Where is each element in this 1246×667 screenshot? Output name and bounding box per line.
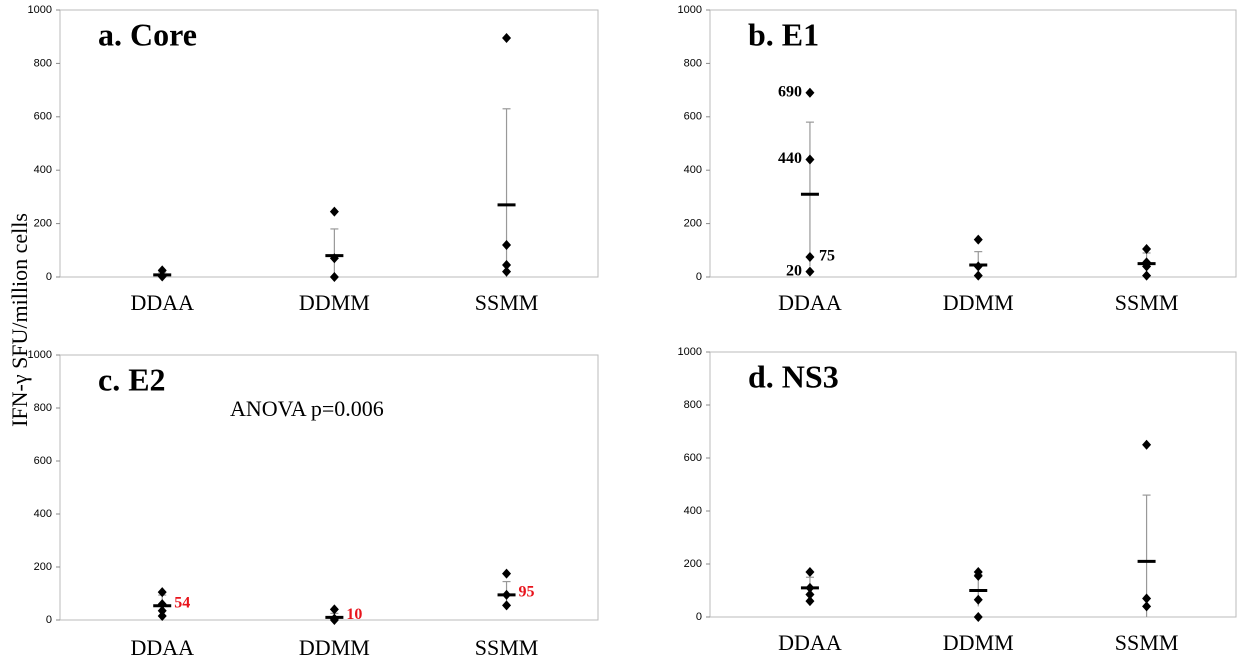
mean-label: 95 (519, 583, 535, 600)
y-tick-label: 800 (34, 57, 52, 69)
y-tick-label: 0 (696, 611, 702, 623)
plot-area (59, 9, 599, 278)
y-tick-label: 1000 (678, 4, 702, 16)
data-point (1142, 439, 1152, 450)
data-point (502, 568, 512, 579)
data-point (973, 612, 983, 622)
data-point (157, 587, 167, 598)
y-tick-label: 1000 (28, 349, 52, 361)
y-tick-label: 200 (684, 218, 702, 230)
data-point (1142, 593, 1152, 604)
y-tick-label: 400 (34, 164, 52, 176)
y-tick-label: 800 (684, 399, 702, 411)
data-point (805, 596, 815, 607)
x-tick-label: SSMM (1115, 290, 1179, 315)
data-point (502, 600, 512, 611)
panel-title: a. Core (98, 16, 197, 52)
data-point (1142, 243, 1152, 254)
data-point (973, 594, 983, 605)
annotation: ANOVA p=0.006 (230, 396, 384, 421)
data-point (805, 566, 815, 577)
y-tick-label: 600 (684, 452, 702, 464)
x-tick-label: DDAA (778, 290, 842, 315)
y-axis-label: IFN-γ SFU/million cells (7, 213, 32, 427)
y-tick-label: 0 (46, 614, 52, 626)
panel-title: b. E1 (748, 16, 819, 52)
panel-title: c. E2 (98, 361, 166, 397)
y-tick-label: 400 (684, 505, 702, 517)
y-tick-label: 1000 (28, 4, 52, 16)
data-point (805, 251, 815, 262)
y-tick-label: 200 (684, 558, 702, 570)
x-tick-label: DDMM (299, 635, 370, 660)
data-point (502, 259, 512, 270)
data-point (805, 266, 815, 277)
x-tick-label: DDMM (943, 630, 1014, 655)
y-tick-label: 400 (684, 164, 702, 176)
y-tick-label: 800 (684, 57, 702, 69)
y-tick-label: 0 (46, 271, 52, 283)
data-point (157, 271, 167, 282)
data-point (157, 611, 167, 622)
data-point (157, 265, 167, 276)
mean-label: 54 (174, 594, 190, 611)
y-tick-label: 200 (34, 561, 52, 573)
x-tick-label: SSMM (1115, 630, 1179, 655)
data-point (1142, 270, 1152, 281)
data-point (502, 33, 512, 44)
x-tick-label: DDMM (943, 290, 1014, 315)
x-tick-label: DDAA (130, 635, 194, 660)
mean-label: 10 (346, 606, 362, 623)
data-label: 20 (786, 262, 802, 279)
data-point (157, 605, 167, 616)
data-point (805, 87, 815, 98)
x-tick-label: SSMM (475, 635, 539, 660)
data-point (502, 266, 512, 277)
data-point (329, 272, 339, 282)
y-tick-label: 400 (34, 508, 52, 520)
x-tick-label: SSMM (475, 290, 539, 315)
data-point (805, 154, 815, 165)
data-point (1142, 601, 1152, 612)
x-tick-label: DDMM (299, 290, 370, 315)
data-label: 75 (819, 248, 835, 265)
panel-title: d. NS3 (748, 358, 839, 394)
y-tick-label: 0 (696, 271, 702, 283)
data-point (973, 570, 983, 581)
y-tick-label: 600 (684, 111, 702, 123)
data-point (329, 604, 339, 615)
x-tick-label: DDAA (130, 290, 194, 315)
data-point (973, 270, 983, 281)
y-tick-label: 200 (34, 218, 52, 230)
data-point (502, 239, 512, 250)
data-label: 440 (778, 150, 802, 167)
y-tick-label: 600 (34, 111, 52, 123)
data-point (329, 206, 339, 217)
plot-area (59, 354, 599, 621)
y-tick-label: 800 (34, 402, 52, 414)
y-tick-label: 1000 (678, 346, 702, 358)
x-tick-label: DDAA (778, 630, 842, 655)
data-point (973, 234, 983, 245)
plot-area (709, 351, 1237, 618)
data-point (805, 589, 815, 600)
y-tick-label: 600 (34, 455, 52, 467)
data-label: 690 (778, 83, 802, 100)
plot-area (709, 9, 1237, 278)
